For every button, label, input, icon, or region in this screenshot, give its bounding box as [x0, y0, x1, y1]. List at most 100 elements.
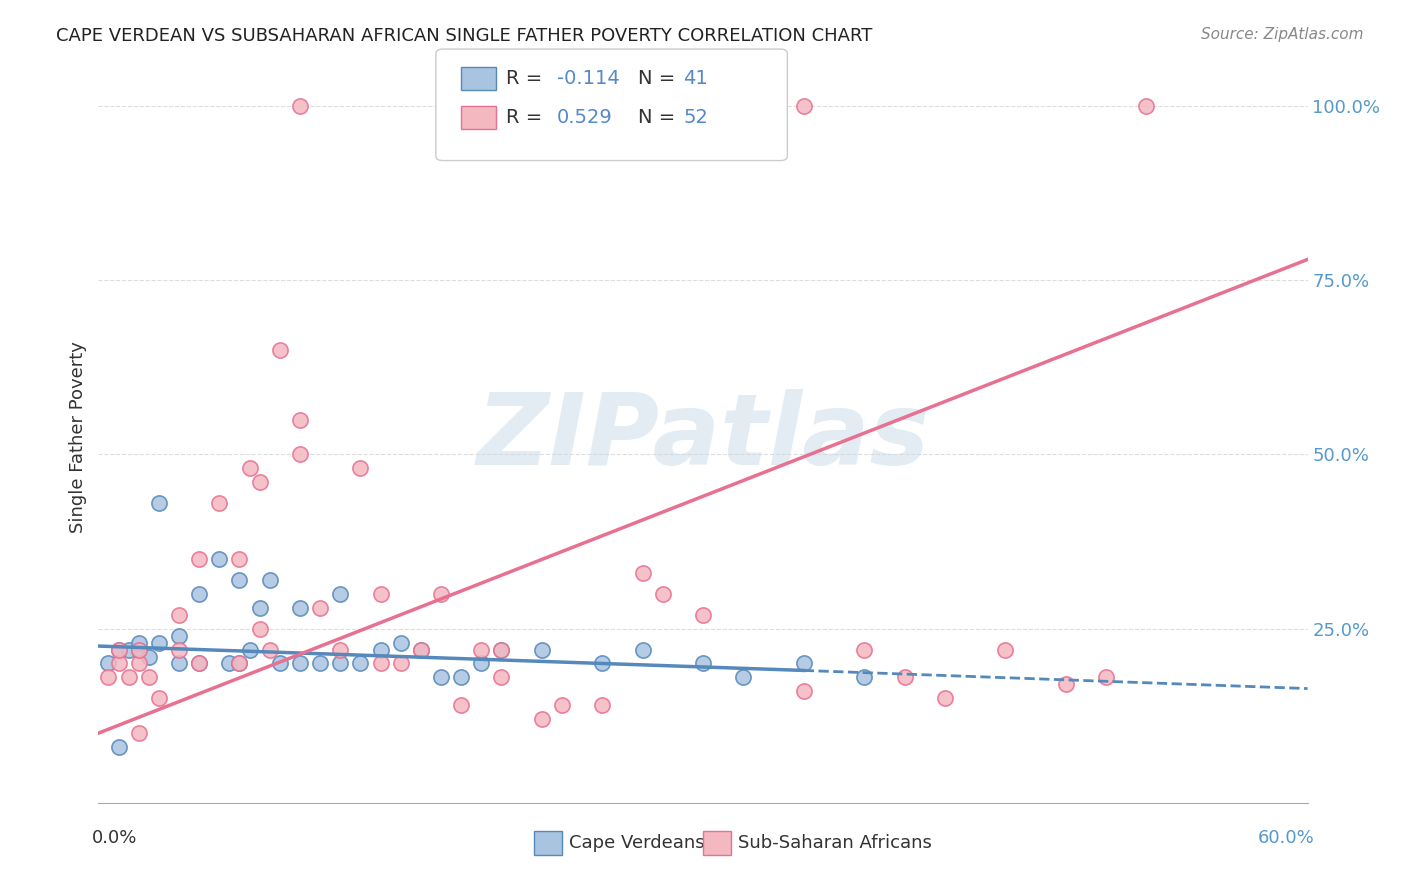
Point	[288, 600, 311, 615]
Text: -0.114: -0.114	[557, 69, 620, 88]
Point	[249, 622, 271, 636]
Point	[551, 698, 574, 713]
Point	[288, 657, 311, 671]
Text: Cape Verdeans: Cape Verdeans	[569, 834, 704, 852]
Point	[259, 573, 281, 587]
Text: 0.529: 0.529	[557, 108, 613, 128]
Point	[128, 726, 150, 740]
Point	[239, 642, 262, 657]
Text: Sub-Saharan Africans: Sub-Saharan Africans	[738, 834, 932, 852]
Point	[97, 670, 120, 684]
Point	[309, 600, 332, 615]
Point	[530, 712, 553, 726]
Point	[450, 698, 472, 713]
Point	[651, 587, 673, 601]
Point	[470, 657, 492, 671]
Point	[128, 657, 150, 671]
Point	[591, 657, 613, 671]
Point	[491, 642, 513, 657]
Point	[138, 670, 160, 684]
Point	[118, 670, 141, 684]
Point	[188, 587, 211, 601]
Point	[994, 642, 1017, 657]
Point	[188, 657, 211, 671]
Point	[148, 496, 170, 510]
Point	[793, 684, 815, 698]
Point	[329, 642, 352, 657]
Point	[692, 657, 714, 671]
Text: Source: ZipAtlas.com: Source: ZipAtlas.com	[1201, 27, 1364, 42]
Point	[128, 642, 150, 657]
Point	[389, 635, 412, 649]
Text: 52: 52	[683, 108, 709, 128]
Point	[389, 657, 412, 671]
Point	[269, 343, 291, 357]
Point	[288, 448, 311, 462]
Text: N =: N =	[638, 69, 682, 88]
Text: 41: 41	[683, 69, 709, 88]
Point	[692, 607, 714, 622]
Point	[107, 657, 129, 671]
Point	[470, 642, 492, 657]
Point	[208, 496, 231, 510]
Point	[349, 461, 371, 475]
Point	[309, 657, 332, 671]
Point	[249, 600, 271, 615]
Point	[1095, 670, 1118, 684]
Text: CAPE VERDEAN VS SUBSAHARAN AFRICAN SINGLE FATHER POVERTY CORRELATION CHART: CAPE VERDEAN VS SUBSAHARAN AFRICAN SINGL…	[56, 27, 873, 45]
Point	[793, 657, 815, 671]
Point	[118, 642, 141, 657]
Point	[107, 642, 129, 657]
Point	[239, 461, 262, 475]
Point	[167, 607, 190, 622]
Point	[450, 670, 472, 684]
Point	[430, 670, 453, 684]
Point	[167, 657, 190, 671]
Point	[1135, 99, 1157, 113]
Point	[188, 657, 211, 671]
Point	[329, 587, 352, 601]
Point	[148, 635, 170, 649]
Point	[208, 552, 231, 566]
Point	[1054, 677, 1077, 691]
Point	[530, 642, 553, 657]
Text: 60.0%: 60.0%	[1258, 830, 1315, 847]
Point	[349, 657, 371, 671]
Text: R =: R =	[506, 108, 548, 128]
Point	[430, 587, 453, 601]
Point	[228, 657, 250, 671]
Text: R =: R =	[506, 69, 548, 88]
Text: ZIPatlas: ZIPatlas	[477, 389, 929, 485]
Point	[409, 642, 432, 657]
Point	[370, 642, 392, 657]
Text: N =: N =	[638, 108, 682, 128]
Point	[249, 475, 271, 490]
Point	[853, 670, 876, 684]
Point	[148, 691, 170, 706]
Point	[228, 552, 250, 566]
Point	[853, 642, 876, 657]
Point	[188, 552, 211, 566]
Point	[269, 657, 291, 671]
Point	[259, 642, 281, 657]
Y-axis label: Single Father Poverty: Single Father Poverty	[69, 341, 87, 533]
Point	[107, 740, 129, 755]
Point	[167, 642, 190, 657]
Point	[409, 642, 432, 657]
Point	[733, 670, 755, 684]
Point	[491, 642, 513, 657]
Point	[893, 670, 915, 684]
Point	[793, 99, 815, 113]
Point	[288, 412, 311, 426]
Point	[631, 566, 654, 580]
Point	[167, 629, 190, 643]
Point	[288, 99, 311, 113]
Point	[228, 657, 250, 671]
Point	[97, 657, 120, 671]
Point	[329, 657, 352, 671]
Text: 0.0%: 0.0%	[91, 830, 136, 847]
Point	[370, 657, 392, 671]
Point	[631, 642, 654, 657]
Point	[491, 670, 513, 684]
Point	[138, 649, 160, 664]
